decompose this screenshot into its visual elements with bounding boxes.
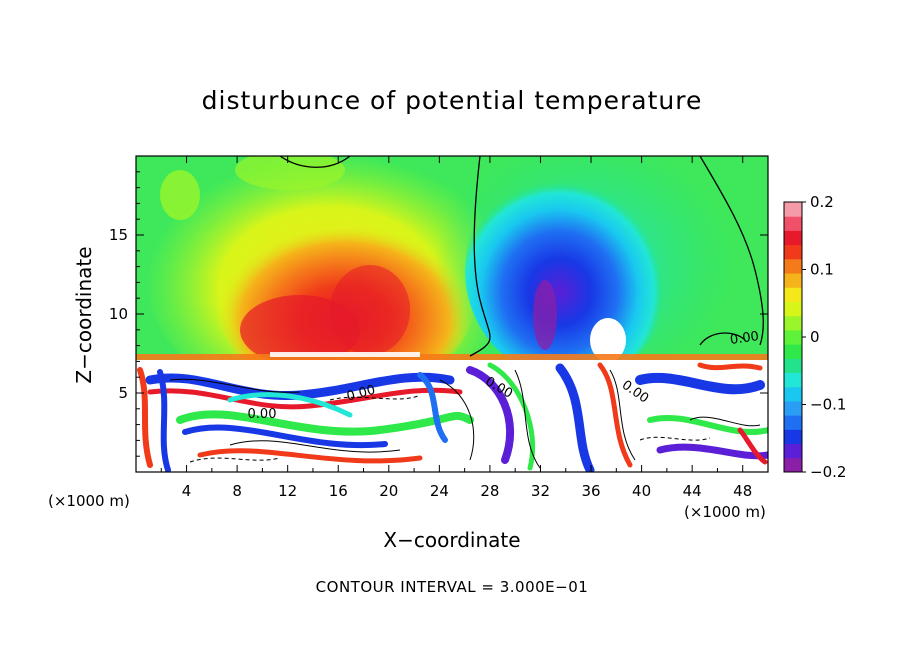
colorbar-swatch [784, 457, 802, 473]
chart-title: disturbunce of potential temperature [201, 86, 703, 115]
x-tick-label: 32 [531, 482, 550, 500]
colorbar-swatch [784, 230, 802, 246]
x-unit-label-right: (×1000 m) [684, 503, 766, 521]
colorbar-ticks: 0.2 0.1 0 −0.1 −0.2 [802, 193, 846, 481]
x-tick-label: 12 [278, 482, 297, 500]
contour-label: 0.00 [729, 329, 760, 348]
colorbar-swatch [784, 415, 802, 430]
colorbar-swatch [784, 372, 802, 388]
colorbar-swatch [784, 202, 802, 217]
x-tick-label: 44 [683, 482, 702, 500]
colorbar-swatch [784, 273, 802, 288]
x-tick-label: 28 [480, 482, 499, 500]
colorbar-swatch [784, 429, 802, 445]
x-axis-label: X−coordinate [383, 528, 521, 552]
x-tick-label: 8 [232, 482, 242, 500]
colorbar-swatch [784, 443, 802, 459]
contour-label: 0.00 [345, 383, 377, 405]
colorbar-tick-label: 0.2 [810, 193, 834, 211]
y-tick-label: 5 [118, 384, 128, 402]
colorbar [783, 201, 803, 473]
y-axis-ticks: 5 10 15 [109, 171, 768, 457]
colorbar-swatch [784, 244, 802, 260]
colorbar-tick-label: −0.1 [810, 396, 846, 414]
contour-labels: 0.000.000.000.00 0.00 [248, 329, 760, 422]
colorbar-swatch [784, 301, 802, 317]
heatmap-field [136, 156, 768, 472]
colorbar-swatch [784, 386, 802, 402]
colorbar-swatch [784, 216, 802, 231]
x-tick-label: 36 [581, 482, 600, 500]
colorbar-swatch [784, 258, 802, 274]
colorbar-swatch [784, 329, 802, 345]
x-tick-label: 24 [430, 482, 449, 500]
colorbar-tick-label: 0 [810, 328, 820, 346]
x-tick-label: 16 [329, 482, 348, 500]
colorbar-swatch [784, 344, 802, 359]
x-tick-label: 40 [632, 482, 651, 500]
x-tick-label: 4 [182, 482, 192, 500]
colorbar-tick-label: −0.2 [810, 463, 846, 481]
colorbar-swatch [784, 400, 802, 416]
colorbar-tick-label: 0.1 [810, 261, 834, 279]
x-tick-label: 48 [733, 482, 752, 500]
colorbar-swatch [784, 287, 802, 302]
y-tick-label: 15 [109, 226, 128, 244]
x-unit-label-left: (×1000 m) [48, 492, 130, 510]
contour-label: 0.00 [248, 407, 277, 422]
contour-interval-note: CONTOUR INTERVAL = 3.000E−01 [315, 578, 589, 596]
colorbar-swatch [784, 358, 802, 374]
colorbar-swatch [784, 315, 802, 331]
y-tick-label: 10 [109, 305, 128, 323]
x-tick-label: 20 [379, 482, 398, 500]
x-axis-ticks: 4 8 12 16 20 24 28 32 36 40 44 48 [160, 156, 752, 500]
